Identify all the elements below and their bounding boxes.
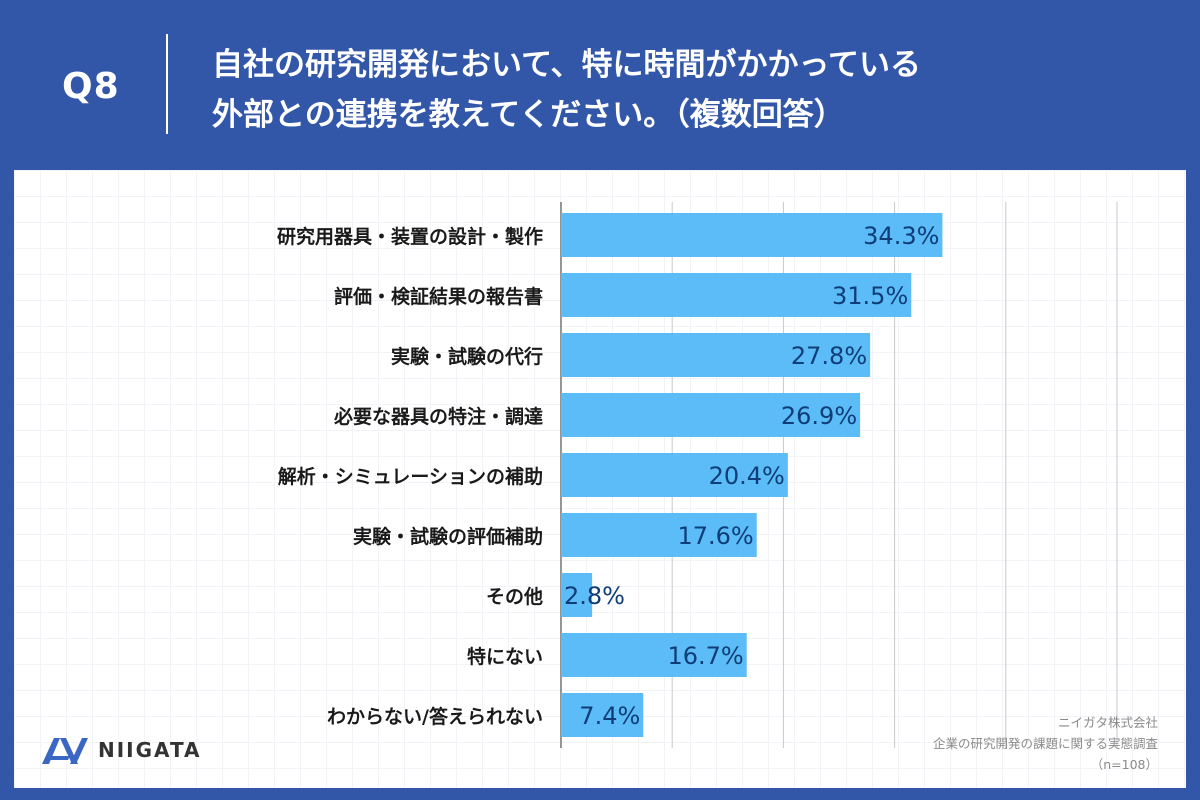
logo-text: NIIGATA bbox=[98, 738, 202, 762]
bar bbox=[561, 513, 757, 557]
question-number: Q8 bbox=[62, 66, 120, 107]
value-label: 26.9% bbox=[781, 402, 857, 430]
category-label: 必要な器具の特注・調達 bbox=[333, 405, 543, 428]
value-label: 31.5% bbox=[832, 282, 908, 310]
header: Q8 自社の研究開発において、特に時間がかかっている 外部との連携を教えてくださ… bbox=[0, 0, 1200, 170]
category-label: 研究用器具・装置の設計・製作 bbox=[277, 225, 543, 248]
credit-survey: 企業の研究開発の課題に関する実態調査 bbox=[932, 736, 1158, 751]
value-label: 34.3% bbox=[863, 222, 939, 250]
category-label: 実験・試験の評価補助 bbox=[353, 525, 543, 548]
bar bbox=[561, 573, 593, 617]
value-label: 7.4% bbox=[579, 702, 640, 730]
question-line-2: 外部との連携を教えてください。（複数回答） bbox=[212, 97, 845, 133]
credit-sample: （n=108） bbox=[1090, 757, 1158, 772]
value-label: 17.6% bbox=[677, 522, 753, 550]
category-label: その他 bbox=[486, 585, 543, 608]
category-label: 特にない bbox=[467, 646, 543, 668]
credits: ニイガタ株式会社 企業の研究開発の課題に関する実態調査 （n=108） bbox=[933, 712, 1158, 775]
bar bbox=[561, 273, 912, 317]
category-label: 実験・試験の代行 bbox=[391, 345, 543, 368]
category-label: 評価・検証結果の報告書 bbox=[334, 285, 543, 308]
niigata-logo-icon bbox=[42, 738, 88, 764]
question-line-1: 自社の研究開発において、特に時間がかかっている bbox=[212, 47, 921, 83]
bar bbox=[561, 393, 861, 437]
chart-panel: 研究用器具・装置の設計・製作 34.3% 評価・検証結果の報告書 31.5% 実験・試験… bbox=[14, 170, 1186, 788]
bar bbox=[561, 213, 943, 257]
value-label: 27.8% bbox=[791, 342, 867, 370]
credit-company: ニイガタ株式会社 bbox=[1057, 715, 1158, 730]
category-label: 解析・シミュレーションの補助 bbox=[278, 465, 543, 488]
bar bbox=[561, 633, 747, 677]
value-label: 16.7% bbox=[667, 642, 743, 670]
question-title: 自社の研究開発において、特に時間がかかっている 外部との連携を教えてください。（… bbox=[212, 40, 1172, 140]
header-divider bbox=[166, 34, 168, 134]
bar bbox=[561, 333, 871, 377]
bar-chart: 研究用器具・装置の設計・製作 34.3% 評価・検証結果の報告書 31.5% 実験・試験… bbox=[277, 202, 1118, 748]
category-label: わからない/答えられない bbox=[327, 705, 543, 728]
value-label: 2.8% bbox=[564, 582, 625, 610]
bar bbox=[561, 693, 644, 737]
bar bbox=[561, 453, 788, 497]
value-label: 20.4% bbox=[709, 462, 785, 490]
